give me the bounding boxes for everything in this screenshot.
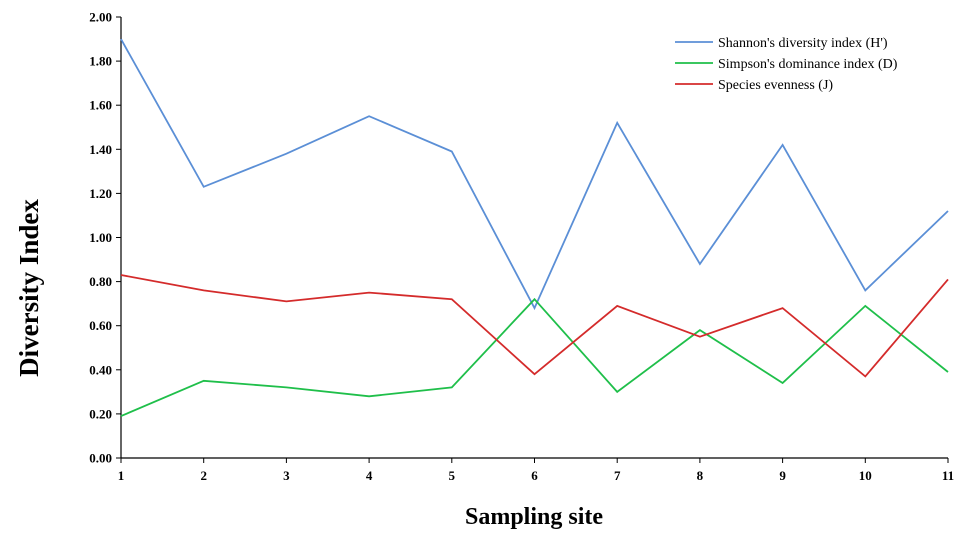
legend: Shannon's diversity index (H') Simpson's … (675, 36, 898, 93)
x-tick-label: 5 (449, 468, 456, 483)
x-tick-label: 3 (283, 468, 290, 483)
y-tick-label: 1.60 (89, 98, 112, 113)
series-line-2 (120, 274, 949, 378)
x-tick-label: 11 (942, 468, 954, 483)
y-tick-label: 0.20 (89, 406, 112, 421)
x-tick-label: 8 (697, 468, 704, 483)
y-tick-label: 0.80 (89, 274, 112, 289)
y-tick-label: 1.80 (89, 54, 112, 69)
y-tick-label: 2.00 (89, 10, 112, 25)
legend-label: Shannon's diversity index (H') (718, 36, 888, 51)
legend-label: Simpson's dominance index (D) (718, 57, 898, 72)
x-tick-label: 1 (118, 468, 125, 483)
x-ticks: 1 2 3 4 5 6 7 8 9 10 11 (118, 458, 954, 483)
x-tick-label: 4 (366, 468, 373, 483)
y-tick-label: 1.20 (89, 186, 112, 201)
x-tick-label: 9 (779, 468, 786, 483)
y-tick-label: 0.40 (89, 362, 112, 377)
y-axis-title: Diversity Index (14, 199, 44, 377)
legend-label: Species evenness (J) (718, 78, 833, 93)
series-lines (120, 38, 949, 417)
x-tick-label: 2 (200, 468, 207, 483)
y-tick-label: 1.00 (89, 230, 112, 245)
y-tick-label: 0.00 (89, 451, 112, 466)
x-tick-label: 7 (614, 468, 621, 483)
series-line-1 (120, 297, 949, 417)
x-tick-label: 10 (859, 468, 872, 483)
x-axis-title: Sampling site (465, 504, 603, 530)
x-tick-label: 6 (531, 468, 538, 483)
y-tick-label: 0.60 (89, 318, 112, 333)
y-tick-label: 1.40 (89, 142, 112, 157)
series-line-0 (120, 38, 949, 311)
y-ticks: 0.00 0.20 0.40 0.60 0.80 1.00 1.20 1.40 1.60 1.80… (89, 10, 121, 466)
